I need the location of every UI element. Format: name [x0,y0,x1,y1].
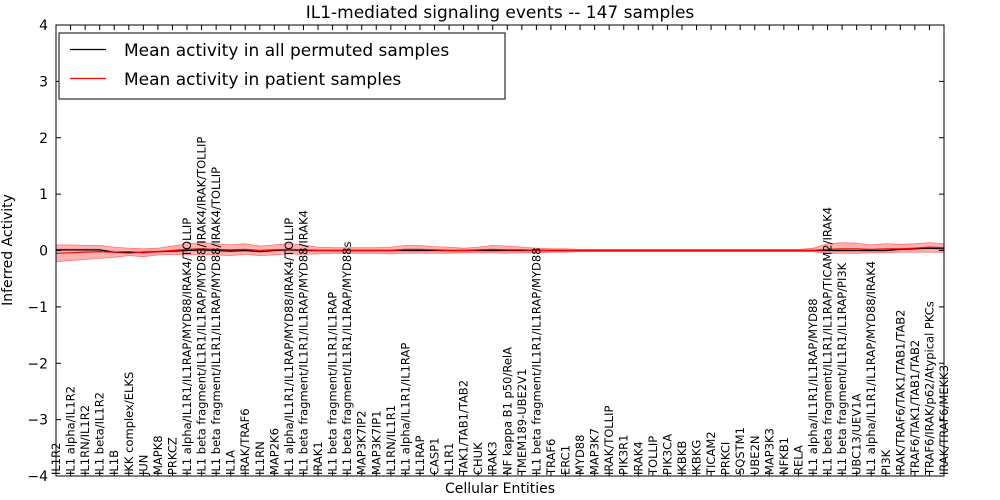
x-tick-label: IL1 beta/IL1R2 [93,392,107,475]
x-tick-label: CHUK [471,442,485,475]
x-tick-label: IL1 beta fragment/IL1R1/IL1RAP/MYD88/IRA… [209,167,223,475]
y-tick-label: −3 [27,413,48,429]
x-tick-label: IRAK1 [311,441,325,475]
x-tick-label: IRAK/TOLLIP [602,406,616,475]
x-tick-label: TRAF6/TAK1/TAB1/TAB2 [908,340,922,476]
x-tick-label: IKBKB [675,441,689,475]
x-tick-label: TRAF6 [544,439,558,476]
x-tick-label: UBE2N [748,436,762,476]
y-tick-label: 4 [39,18,48,34]
x-tick-label: MAP2K6 [267,428,281,475]
x-tick-label: IL1R1 [442,443,456,475]
x-tick-label: MAP3K7IP2 [355,410,369,475]
y-tick-label: −4 [27,469,48,485]
y-tick-label: 2 [39,131,48,147]
x-tick-label: IKK complex/ELKS [122,372,136,475]
x-tick-label: IL1 beta fragment/IL1R1/IL1RAP/MYD88 [529,248,543,475]
chart-title: IL1-mediated signaling events -- 147 sam… [306,3,695,23]
series-line-patient [55,246,945,254]
x-tick-label: IL1 beta fragment/IL1R1/IL1RAP [326,292,340,475]
x-tick-label: IL1 alpha/IL1R1/IL1RAP [398,343,412,475]
x-tick-label: MAP3K7IP1 [369,410,383,475]
y-tick-label: 1 [39,187,48,203]
x-tick-label: IRAK3 [486,441,500,475]
x-tick-label: IL1 beta fragment/IL1R1/IL1RAP/MYD88/IRA… [297,210,311,475]
x-tick-label: IL1 alpha/IL1R1/IL1RAP/MYD88/IRAK4/TOLLI… [282,218,296,475]
x-tick-label: IRAK/TRAF6/TAK1/TAB1/TAB2 [893,310,907,475]
x-tick-label: IL1RN/IL1R1 [384,405,398,475]
x-tick-label: IL1 alpha/IL1R2 [64,386,78,475]
x-tick-label: NFKB1 [777,437,791,475]
x-tick-label: TAK1/TAB1/TAB2 [457,380,471,476]
x-tick-label: MAP3K3 [762,428,776,475]
x-tick-label: IL1A [224,450,238,475]
y-tick-label: 0 [39,244,48,260]
y-tick-label: −1 [27,300,48,316]
x-tick-label: IRAK4 [631,441,645,475]
x-tick-label: IL1RN [253,441,267,475]
x-tick-label: TICAM2 [704,431,718,476]
x-tick-label: UBC13/UEV1A [850,393,864,475]
x-tick-label: PRKCI [719,442,733,475]
x-tick-label: IL1R2 [49,443,63,475]
x-tick-label: MAP3K7 [588,428,602,475]
x-tick-label: IL1 beta fragment/IL1R1/IL1RAP/PI3K [835,262,849,475]
y-tick-label: −2 [27,356,48,372]
x-tick-label: PIK3CA [660,434,674,475]
x-tick-label: MYD88 [573,435,587,475]
x-tick-label: IL1 alpha/IL1R1/IL1RAP/MYD88/IRAK4 [864,261,878,475]
x-tick-label: IL1 beta fragment/IL1R1/IL1RAP/TICAM2/IR… [821,207,835,475]
x-axis-label: Cellular Entities [445,481,555,497]
x-tick-label: TRAF6/IRAK/p62/Atypical PKCs [922,301,936,476]
legend-label-permuted: Mean activity in all permuted samples [124,41,449,61]
x-tick-label: ERC1 [559,445,573,475]
x-tick-label: IL1B [107,450,121,475]
x-tick-label: NF kappa B1 p50/RelA [500,347,514,475]
x-tick-label: IRAK/TRAF6 [238,408,252,475]
x-tick-label: IL1 beta fragment/IL1R1/IL1RAP/MYD88s [340,242,354,475]
x-tick-label: RELA [791,445,805,475]
x-tick-label: IL1 alpha/IL1R1/IL1RAP/MYD88/IRAK4/TOLLI… [180,218,194,475]
x-tick-label: PRKCZ [166,437,180,475]
x-tick-label: SQSTM1 [733,427,747,475]
x-tick-label: MAPK8 [151,435,165,475]
x-tick-label: TOLLIP [646,436,660,476]
x-tick-label: TMEM189-UBE2V1 [515,369,529,476]
x-tick-label: IL1 alpha/IL1R1/IL1RAP/MYD88 [806,298,820,475]
x-tick-label: IL1RN/IL1R2 [78,405,92,475]
legend-label-patient: Mean activity in patient samples [124,70,401,90]
x-tick-label: JUN [136,455,150,476]
y-axis-label: Inferred Activity [0,194,16,306]
x-tick-label: CASP1 [428,438,442,475]
x-tick-label: PIK3R1 [617,435,631,476]
x-tick-label: PI3K [879,449,893,475]
legend: Mean activity in all permuted samples Me… [58,32,506,100]
x-tick-label: IL1 beta fragment/IL1R1/IL1RAP/MYD88/IRA… [195,137,209,475]
y-tick-label: 3 [39,74,48,90]
x-tick-label: IRAK/TRAF6/MEKK3 [937,365,951,475]
legend-frame [58,32,506,100]
x-tick-label: IL1RAP [413,435,427,475]
x-tick-label: IKBKG [690,440,704,475]
